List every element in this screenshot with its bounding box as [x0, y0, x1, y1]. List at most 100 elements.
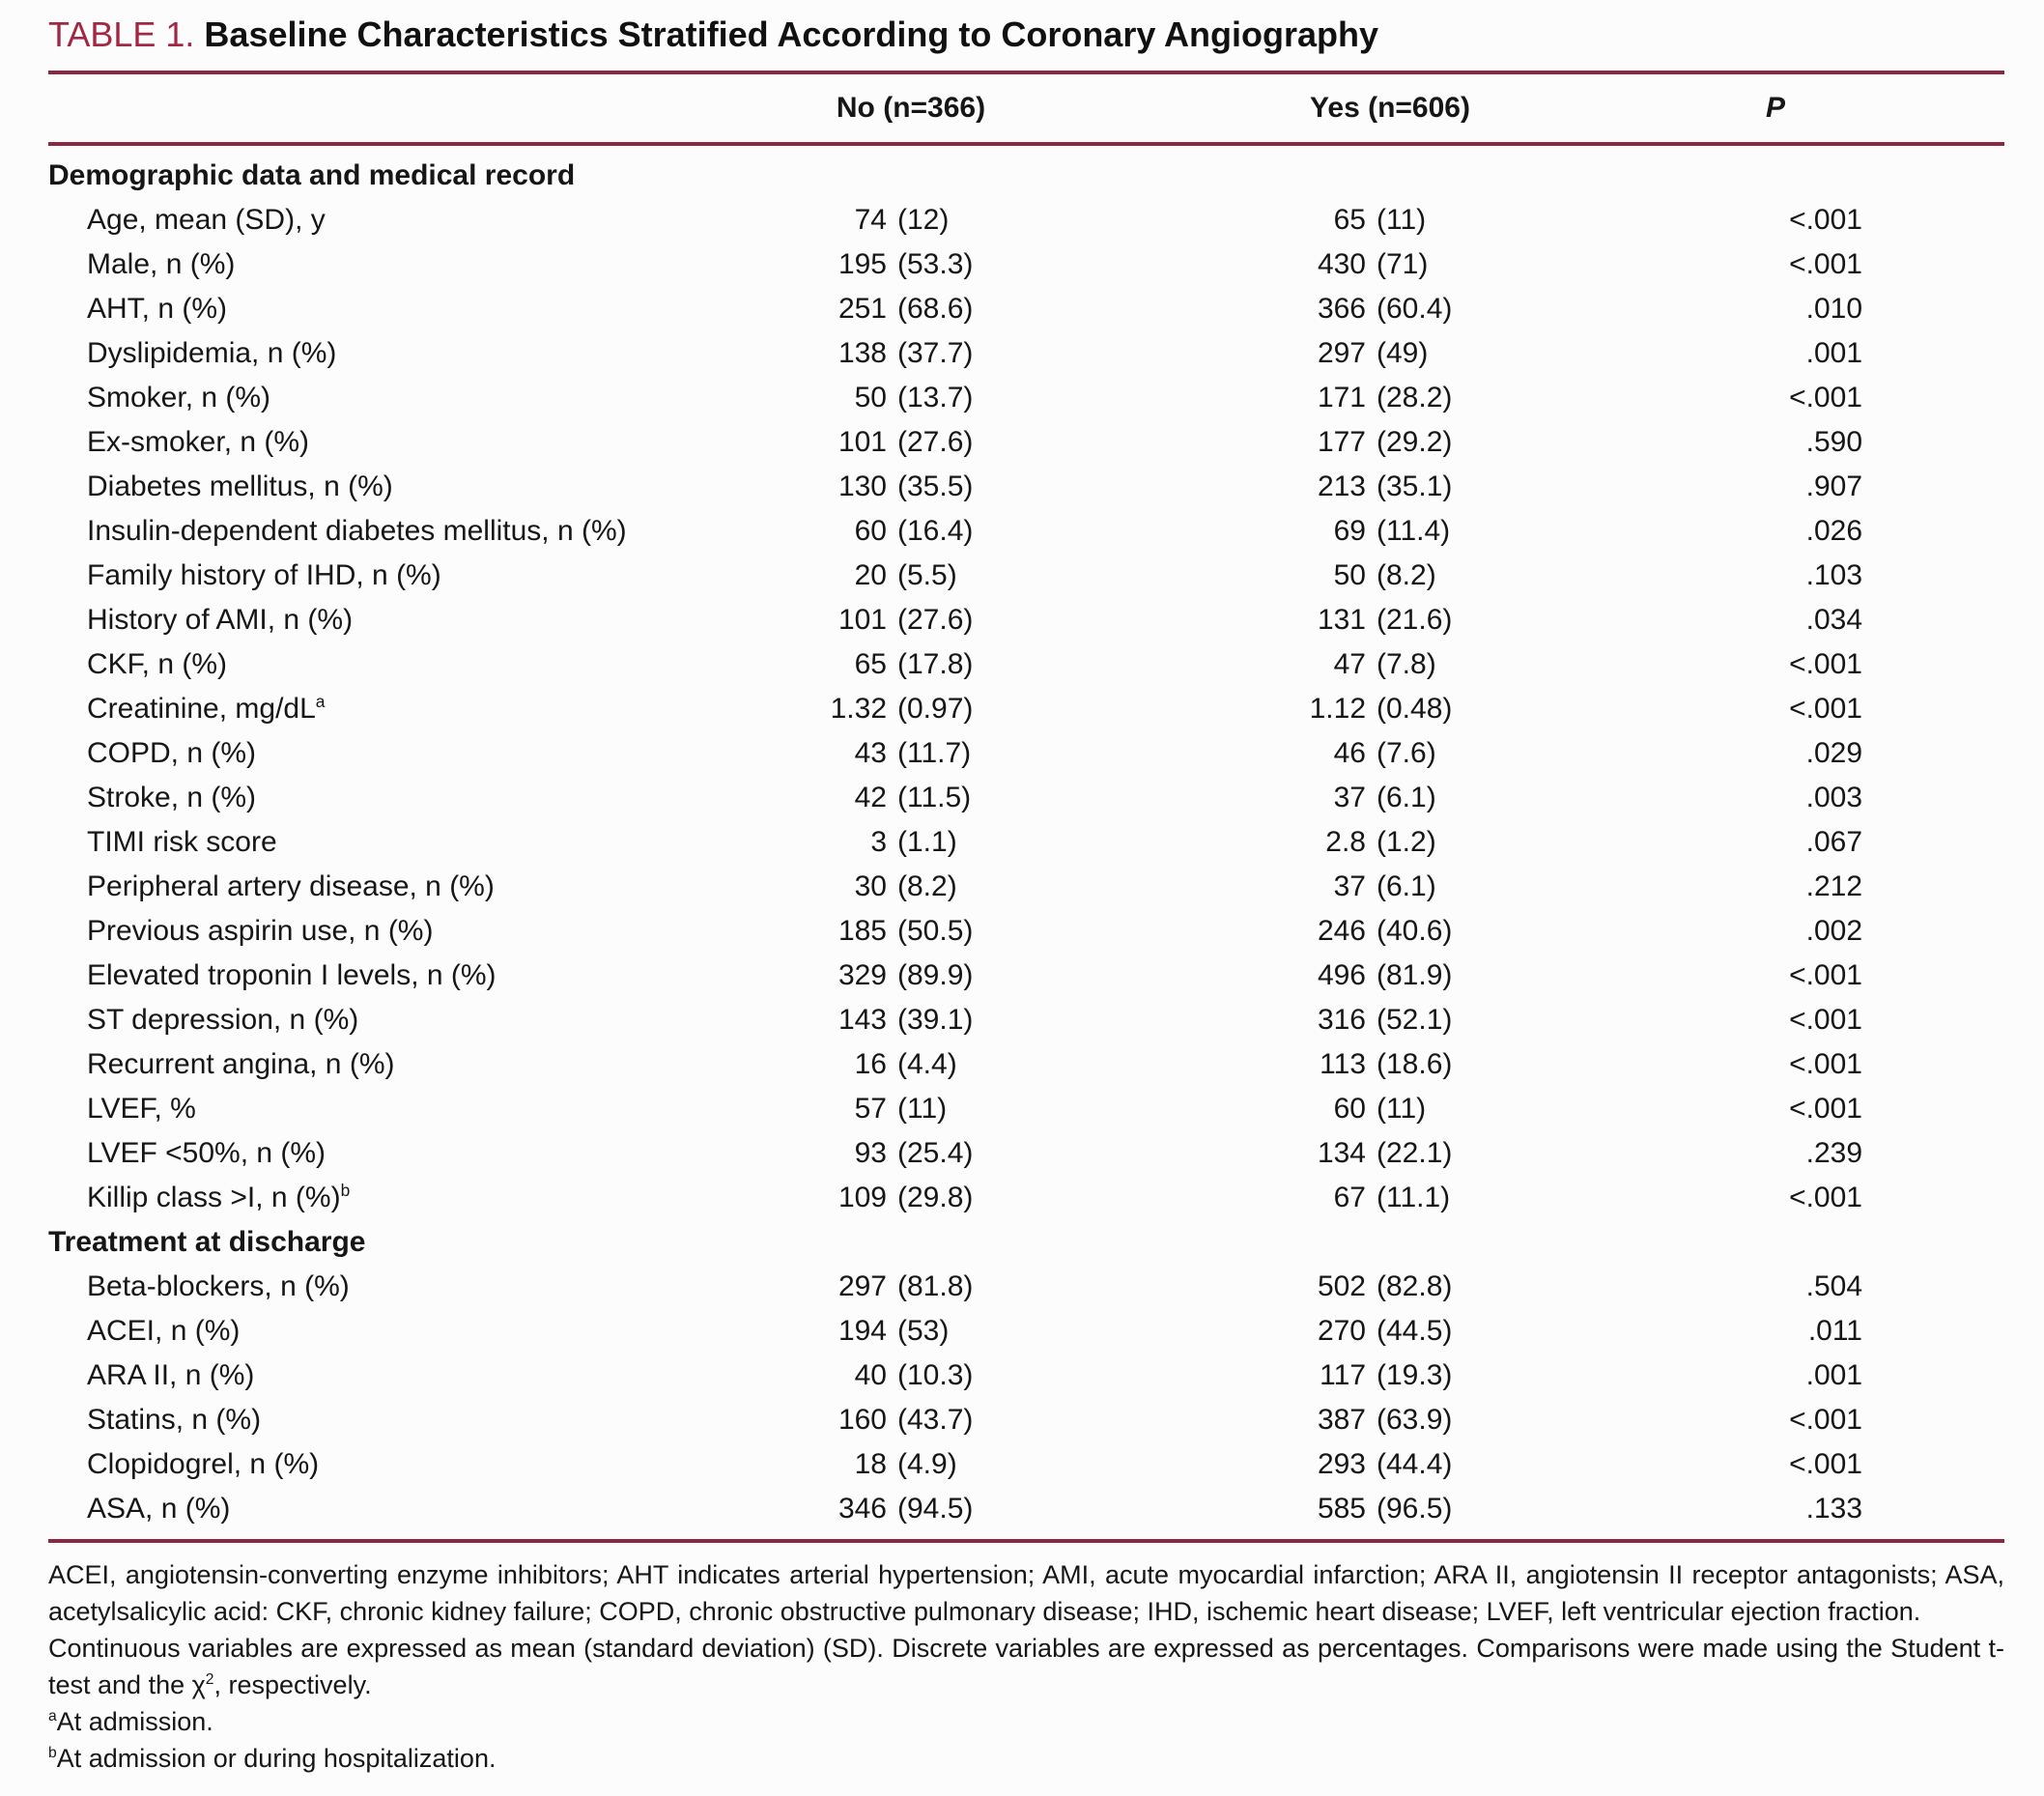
table-title: TABLE 1. Baseline Characteristics Strati… [48, 14, 2004, 56]
table-row: Peripheral artery disease, n (%) 30 (8.2… [48, 865, 2004, 909]
p-value-cell: .239 [1805, 1137, 1862, 1169]
no-count-cell: 74 [854, 204, 887, 236]
yes-count-cell: 117 [1320, 1359, 1366, 1391]
table-row: Recurrent angina, n (%) 16 (4.4) 113 (18… [48, 1042, 2004, 1087]
yes-count-cell: 496 [1317, 959, 1366, 991]
row-label-text: CKF, n (%) [87, 648, 228, 680]
yes-percent-cell: (11) [1377, 1093, 1427, 1125]
top-rule [48, 71, 2004, 74]
no-percent-cell: (12) [897, 204, 950, 236]
table-number-label: TABLE 1. [48, 14, 195, 54]
row-label: Statins, n (%) [48, 1404, 771, 1437]
no-percent-cell: (13.7) [897, 382, 974, 413]
row-label-text: Statins, n (%) [87, 1404, 262, 1436]
yes-count-cell: 47 [1333, 648, 1366, 680]
no-count-cell: 160 [837, 1404, 887, 1436]
p-value-cell: .011 [1807, 1315, 1862, 1347]
table-row: History of AMI, n (%) 101 (27.6) 131 (21… [48, 598, 2004, 642]
row-label: Age, mean (SD), y [48, 204, 771, 237]
section-header-label: Demographic data and medical record [48, 159, 576, 191]
row-label-text: Peripheral artery disease, n (%) [87, 870, 495, 902]
no-count-cell: 93 [854, 1137, 887, 1169]
table-row: AHT, n (%) 251 (68.6) 366 (60.4) .010 [48, 287, 2004, 331]
p-value-cell: .003 [1805, 782, 1862, 813]
yes-percent-cell: (63.9) [1377, 1404, 1453, 1436]
p-value-cell: .133 [1805, 1493, 1862, 1525]
yes-percent-cell: (28.2) [1377, 382, 1453, 413]
no-percent-cell: (11.7) [897, 737, 972, 769]
no-percent-cell: (8.2) [897, 870, 957, 902]
yes-count-cell: 293 [1317, 1448, 1366, 1480]
table-row: Clopidogrel, n (%) 18 (4.9) 293 (44.4) <… [48, 1442, 2004, 1487]
yes-count-cell: 134 [1317, 1137, 1366, 1169]
p-value-cell: <.001 [1789, 1404, 1862, 1436]
table-row: Beta-blockers, n (%) 297 (81.8) 502 (82.… [48, 1265, 2004, 1309]
row-label: Male, n (%) [48, 248, 771, 281]
yes-percent-cell: (81.9) [1377, 959, 1453, 991]
yes-count-cell: 1.12 [1309, 693, 1366, 725]
no-count-cell: 138 [837, 337, 887, 369]
p-value-cell: .026 [1805, 515, 1862, 547]
table-row: COPD, n (%) 43 (11.7) 46 (7.6) .029 [48, 731, 2004, 776]
p-value-cell: .034 [1805, 604, 1862, 636]
row-label-text: Smoker, n (%) [87, 382, 271, 413]
yes-count-cell: 270 [1317, 1315, 1366, 1347]
yes-percent-cell: (82.8) [1377, 1270, 1453, 1302]
row-label: History of AMI, n (%) [48, 604, 771, 637]
no-percent-cell: (1.1) [897, 826, 957, 858]
yes-count-cell: 213 [1317, 470, 1366, 502]
p-value-cell: <.001 [1789, 382, 1862, 413]
footnote-b: bAt admission or during hospitalization. [48, 1740, 2004, 1777]
no-count-cell: 3 [870, 826, 887, 858]
no-percent-cell: (37.7) [897, 337, 974, 369]
yes-count-cell: 171 [1317, 382, 1366, 413]
table-row: LVEF, % 57 (11) 60 (11) <.001 [48, 1087, 2004, 1131]
section-header-row: Demographic data and medical record [48, 154, 2004, 198]
footnote-methods-pre: Continuous variables are expressed as me… [48, 1634, 2004, 1699]
table-row: Dyslipidemia, n (%) 138 (37.7) 297 (49) … [48, 331, 2004, 376]
no-count-cell: 18 [854, 1448, 887, 1480]
no-percent-cell: (53.3) [897, 248, 974, 280]
p-value-cell: .067 [1805, 826, 1862, 858]
table-row: Ex-smoker, n (%) 101 (27.6) 177 (29.2) .… [48, 420, 2004, 465]
no-count-cell: 30 [854, 870, 887, 902]
p-value-cell: .590 [1805, 426, 1862, 458]
row-label-text: Creatinine, mg/dL [87, 693, 316, 725]
p-value-cell: <.001 [1789, 1048, 1862, 1080]
row-label-text: ARA II, n (%) [87, 1359, 255, 1391]
table-row: Age, mean (SD), y 74 (12) 65 (11) <.001 [48, 198, 2004, 242]
p-value-cell: .010 [1805, 293, 1862, 325]
p-value-cell: <.001 [1789, 1182, 1862, 1213]
table-row: Creatinine, mg/dLa 1.32 (0.97) 1.12 (0.4… [48, 687, 2004, 731]
yes-count-cell: 246 [1317, 915, 1366, 947]
column-header-no: No (n=366) [836, 92, 986, 124]
row-label: Insulin-dependent diabetes mellitus, n (… [48, 515, 771, 548]
row-label: Peripheral artery disease, n (%) [48, 870, 771, 903]
p-value-cell: .001 [1805, 1359, 1862, 1391]
no-percent-cell: (25.4) [897, 1137, 974, 1169]
table-row: Family history of IHD, n (%) 20 (5.5) 50… [48, 554, 2004, 598]
no-count-cell: 57 [854, 1093, 887, 1125]
table-row: CKF, n (%) 65 (17.8) 47 (7.8) <.001 [48, 642, 2004, 687]
row-label: Diabetes mellitus, n (%) [48, 470, 771, 503]
yes-percent-cell: (0.48) [1377, 693, 1453, 725]
p-value-cell: .212 [1805, 870, 1862, 902]
row-label-text: Diabetes mellitus, n (%) [87, 470, 393, 502]
yes-count-cell: 366 [1317, 293, 1366, 325]
no-percent-cell: (53) [897, 1315, 950, 1347]
footnote-methods-post: , respectively. [213, 1670, 372, 1699]
row-label-text: Male, n (%) [87, 248, 236, 280]
p-value-cell: .907 [1805, 470, 1862, 502]
yes-count-cell: 60 [1333, 1093, 1366, 1125]
yes-percent-cell: (44.4) [1377, 1448, 1453, 1480]
yes-count-cell: 46 [1333, 737, 1366, 769]
yes-percent-cell: (40.6) [1377, 915, 1453, 947]
yes-percent-cell: (19.3) [1377, 1359, 1453, 1391]
row-label-text: History of AMI, n (%) [87, 604, 354, 636]
yes-count-cell: 50 [1333, 559, 1366, 591]
yes-count-cell: 297 [1317, 337, 1366, 369]
table-row: Killip class >I, n (%)b 109 (29.8) 67 (1… [48, 1176, 2004, 1220]
no-count-cell: 143 [837, 1004, 887, 1036]
footnote-a-marker: a [48, 1708, 57, 1725]
table-title-text: Baseline Characteristics Stratified Acco… [204, 14, 1379, 54]
